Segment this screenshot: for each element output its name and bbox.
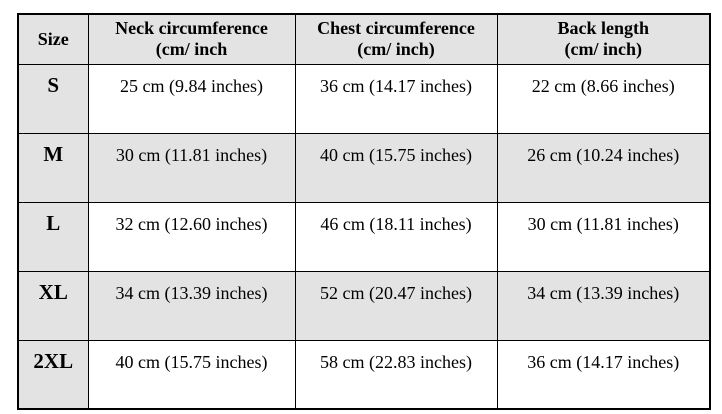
- size-label-xl: XL: [17, 270, 89, 341]
- column-header-back-unit: (cm/ inch): [564, 39, 642, 60]
- back-value-l: 30 cm (11.81 inches): [496, 201, 711, 272]
- neck-value-m: 30 cm (11.81 inches): [87, 132, 296, 203]
- table-row-xl: XL 34 cm (13.39 inches) 52 cm (20.47 inc…: [17, 270, 711, 341]
- column-header-chest: Chest circumference (cm/ inch): [294, 13, 498, 65]
- chest-value-xl: 52 cm (20.47 inches): [294, 270, 498, 341]
- neck-value-xl: 34 cm (13.39 inches): [87, 270, 296, 341]
- column-header-size-label: Size: [37, 28, 69, 49]
- chest-value-l: 46 cm (18.11 inches): [294, 201, 498, 272]
- table-row-2xl: 2XL 40 cm (15.75 inches) 58 cm (22.83 in…: [17, 339, 711, 410]
- size-chart-table: Size Neck circumference (cm/ inch Chest …: [17, 13, 711, 410]
- column-header-chest-label: Chest circumference: [317, 18, 475, 39]
- back-value-2xl: 36 cm (14.17 inches): [496, 339, 711, 410]
- back-value-xl: 34 cm (13.39 inches): [496, 270, 711, 341]
- size-label-2xl: 2XL: [17, 339, 89, 410]
- header-row: Size Neck circumference (cm/ inch Chest …: [17, 13, 711, 65]
- column-header-back-label: Back length: [557, 18, 649, 39]
- table-row-m: M 30 cm (11.81 inches) 40 cm (15.75 inch…: [17, 132, 711, 203]
- column-header-size: Size: [17, 13, 89, 65]
- size-label-l: L: [17, 201, 89, 272]
- chest-value-s: 36 cm (14.17 inches): [294, 63, 498, 134]
- chest-value-2xl: 58 cm (22.83 inches): [294, 339, 498, 410]
- size-label-m: M: [17, 132, 89, 203]
- size-label-s: S: [17, 63, 89, 134]
- neck-value-s: 25 cm (9.84 inches): [87, 63, 296, 134]
- column-header-back: Back length (cm/ inch): [496, 13, 711, 65]
- back-value-s: 22 cm (8.66 inches): [496, 63, 711, 134]
- neck-value-l: 32 cm (12.60 inches): [87, 201, 296, 272]
- back-value-m: 26 cm (10.24 inches): [496, 132, 711, 203]
- neck-value-2xl: 40 cm (15.75 inches): [87, 339, 296, 410]
- column-header-neck-unit: (cm/ inch: [155, 39, 228, 60]
- table-row-l: L 32 cm (12.60 inches) 46 cm (18.11 inch…: [17, 201, 711, 272]
- table-row-s: S 25 cm (9.84 inches) 36 cm (14.17 inche…: [17, 63, 711, 134]
- column-header-chest-unit: (cm/ inch): [357, 39, 435, 60]
- column-header-neck: Neck circumference (cm/ inch: [87, 13, 296, 65]
- chest-value-m: 40 cm (15.75 inches): [294, 132, 498, 203]
- column-header-neck-label: Neck circumference: [115, 18, 268, 39]
